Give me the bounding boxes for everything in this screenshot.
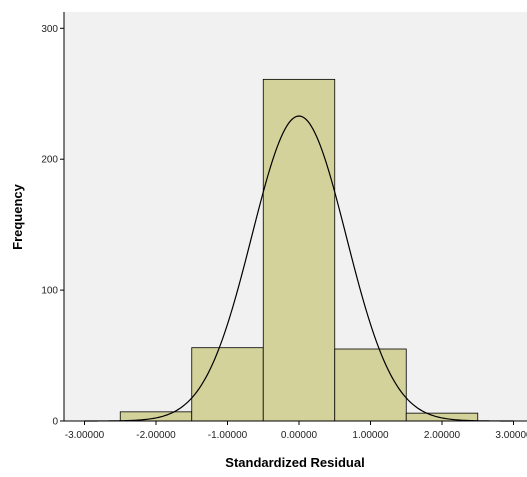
y-axis-title: Frequency [10, 183, 25, 250]
x-tick-label: 3.00000 [495, 430, 527, 441]
y-tick-label: 300 [41, 24, 58, 35]
x-tick-label: -3.00000 [65, 430, 105, 441]
x-tick-label: -2.00000 [136, 430, 176, 441]
y-tick-label: 0 [52, 417, 58, 428]
axes-layer: 0 100 200 300 -3.00000 -2.00000 -1.00000 0.0000… [41, 12, 527, 441]
histogram-bar-2 [191, 347, 264, 422]
histogram-bar-4 [334, 348, 407, 422]
x-tick-label: 2.00000 [424, 430, 461, 441]
histogram-bar-1 [119, 411, 193, 422]
x-tick-label: -1.00000 [208, 430, 248, 441]
y-tick-label: 200 [41, 155, 58, 166]
y-tick-label: 100 [41, 286, 58, 297]
bars-layer [119, 78, 479, 422]
histogram-bar-5 [405, 412, 479, 422]
normal-curve [84, 115, 514, 422]
x-axis-title: Standardized Residual [225, 455, 364, 470]
x-tick-label: 0.00000 [281, 430, 318, 441]
histogram-bar-3 [262, 78, 336, 422]
x-tick-label: 1.00000 [352, 430, 389, 441]
